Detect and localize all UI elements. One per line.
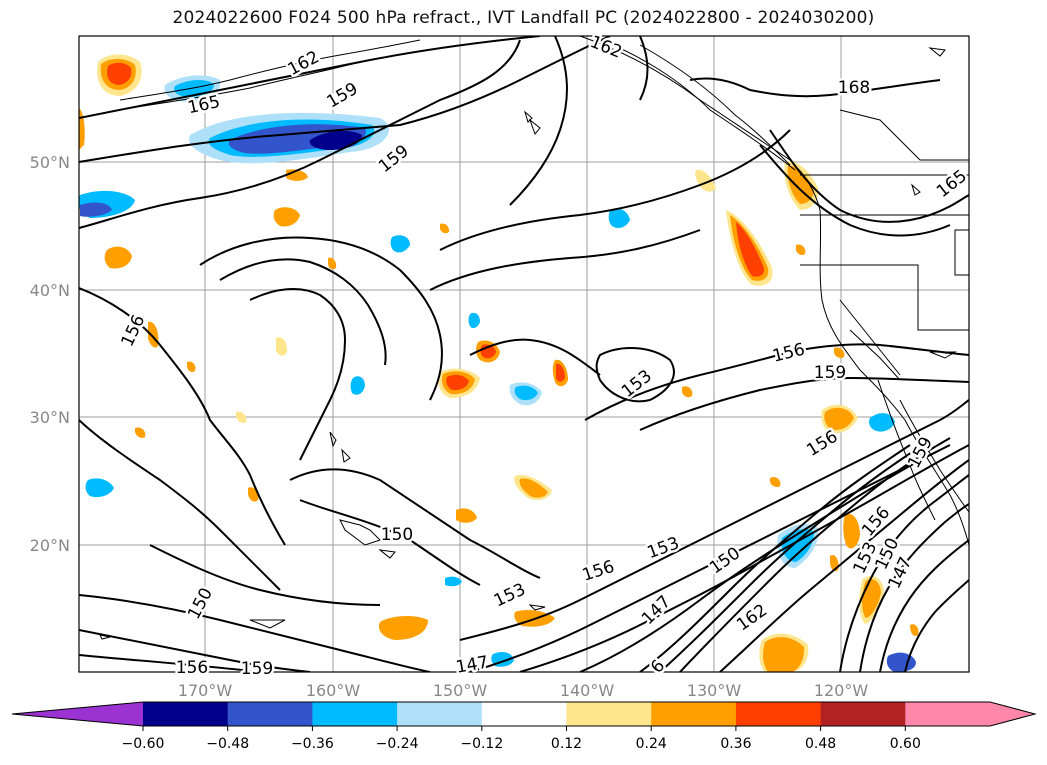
pos-blob [104, 246, 132, 269]
pos-blob [107, 62, 132, 85]
colorbar-segment [143, 702, 229, 726]
colorbar-tick-label: −0.36 [291, 736, 334, 752]
lon-label: 140°W [560, 681, 615, 700]
neg-blob [80, 202, 112, 217]
pos-blob [273, 207, 300, 227]
pos-blob [378, 616, 428, 640]
colorbar-segment [397, 702, 483, 726]
colorbar-segment [481, 702, 567, 726]
lon-label: 130°W [687, 681, 742, 700]
pos-blob [763, 637, 805, 672]
pos-blob [910, 624, 919, 636]
colorbar-tick-label: −0.12 [460, 736, 503, 752]
pos-blob [456, 508, 477, 523]
colorbar-tick-label: −0.48 [206, 736, 249, 752]
neg-blob [468, 312, 480, 329]
lon-label: 120°W [814, 681, 869, 700]
lat-label: 40°N [30, 281, 70, 300]
coastlines [99, 36, 969, 640]
colorbar-segment [651, 702, 737, 726]
colorbar-segment [227, 702, 313, 726]
contour-label: 150 [381, 525, 413, 545]
neg-blob [390, 235, 410, 253]
pos-blob [824, 407, 854, 430]
contour-label: 156 [176, 658, 208, 678]
colorbar-segment [735, 702, 822, 726]
chart-title: 2024022600 F024 500 hPa refract., IVT La… [172, 8, 875, 28]
neg-blob [514, 385, 538, 401]
pos-blob [682, 386, 693, 398]
pos-blob [187, 361, 196, 373]
pos-blob [440, 223, 450, 234]
neg-blob [350, 376, 365, 395]
pos-blob [862, 579, 881, 618]
lat-label: 50°N [30, 153, 70, 172]
pos-blob [843, 513, 860, 549]
lat-label: 20°N [30, 536, 70, 555]
pos-blob [556, 363, 565, 382]
pos-blob [695, 169, 716, 192]
lat-label: 30°N [30, 408, 70, 427]
colorbar-segment [566, 702, 652, 726]
contour-label: 159 [241, 659, 273, 679]
colorbar-extend-max [990, 702, 1035, 726]
colorbar: −0.60 −0.48 −0.36 −0.24 −0.12 0.12 0.24 0.36 0.4… [11, 701, 1037, 752]
lon-label: 150°W [433, 681, 488, 700]
pos-blob [446, 374, 469, 391]
pos-blob [519, 478, 548, 498]
lon-label: 170°W [178, 681, 233, 700]
pos-blob [736, 222, 765, 277]
pos-blob [787, 165, 814, 204]
colorbar-segment [312, 702, 398, 726]
colorbar-segment [820, 702, 906, 726]
colorbar-tick-label: −0.24 [376, 736, 419, 752]
contour-label: 159 [814, 363, 846, 383]
contours [79, 36, 969, 672]
colorbar-tick-label: 0.36 [720, 736, 751, 752]
pos-blob [276, 337, 288, 356]
colorbar-extend-min [12, 702, 143, 726]
colorbar-tick-label: −0.60 [122, 736, 165, 752]
neg-blob [445, 576, 462, 587]
pos-blob [796, 244, 806, 256]
colorbar-segment [905, 702, 991, 726]
colorbar-tick-label: 0.48 [805, 736, 836, 752]
neg-blob [85, 478, 114, 498]
pos-blob [834, 347, 845, 359]
pos-blob [135, 427, 146, 438]
pos-blob [328, 257, 337, 270]
contour-label: 147 [454, 652, 489, 677]
lon-label: 160°W [306, 681, 361, 700]
shaded-anomalies [79, 54, 919, 672]
colorbar-tick-label: 0.12 [551, 736, 582, 752]
map-frame [78, 35, 970, 673]
contour-label: 168 [838, 78, 870, 98]
neg-blob [869, 413, 895, 432]
colorbar-tick-label: 0.24 [636, 736, 667, 752]
pos-blob [770, 477, 781, 488]
colorbar-tick-label: 0.60 [890, 736, 921, 752]
neg-blob [608, 208, 630, 228]
pos-blob [236, 411, 247, 423]
